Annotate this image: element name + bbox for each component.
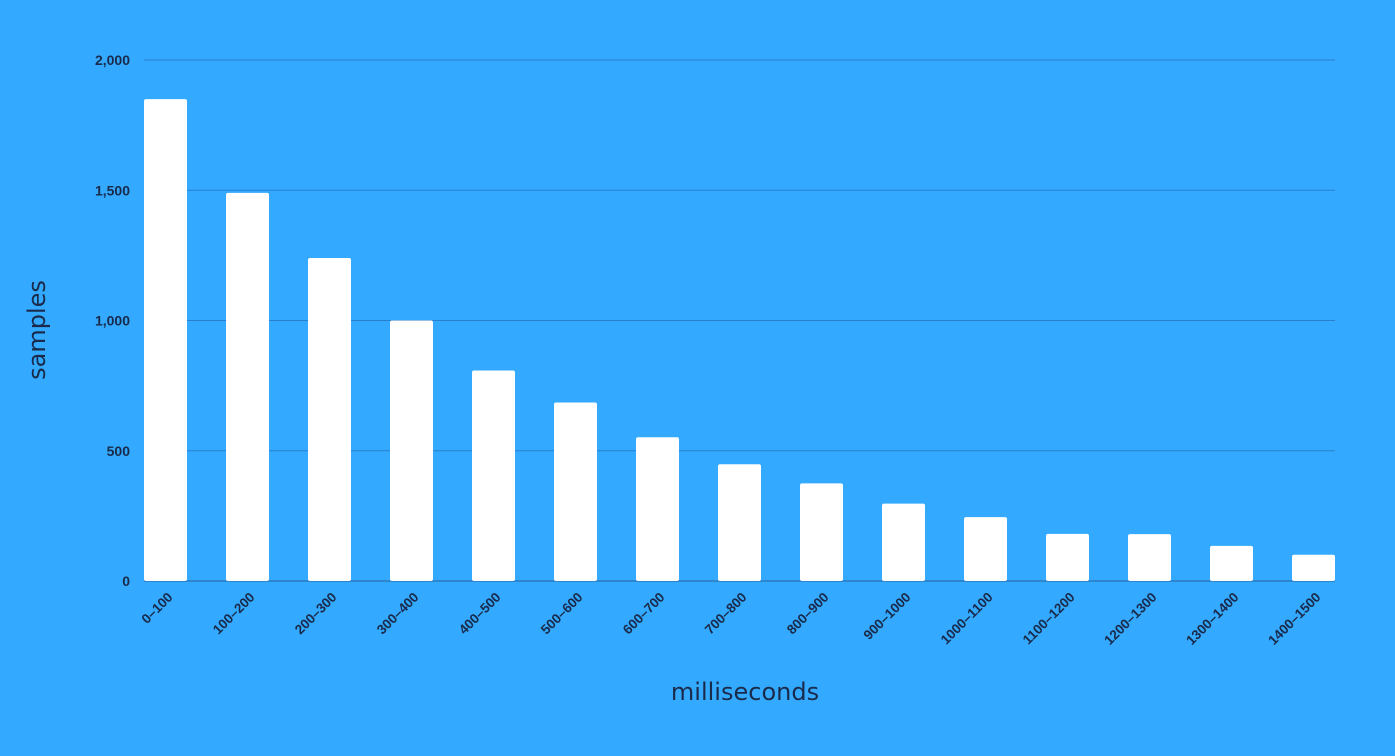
x-tick-label: 300–400 bbox=[374, 590, 422, 638]
x-tick-label: 800–900 bbox=[784, 590, 832, 638]
x-tick-label: 900–1000 bbox=[861, 590, 914, 643]
bar bbox=[964, 517, 1007, 581]
x-tick-label: 400–500 bbox=[456, 590, 504, 638]
x-tick-label: 600–700 bbox=[620, 590, 668, 638]
x-tick-label: 1100–1200 bbox=[1020, 590, 1078, 648]
bar bbox=[1128, 534, 1171, 581]
y-tick-label: 2,000 bbox=[95, 52, 130, 68]
x-tick-label: 500–600 bbox=[538, 590, 586, 638]
x-tick-label: 1400–1500 bbox=[1265, 590, 1323, 648]
bar bbox=[472, 370, 515, 581]
bar bbox=[718, 464, 761, 581]
y-axis-title: samples bbox=[23, 280, 51, 380]
y-tick-label: 1,500 bbox=[95, 182, 130, 198]
bar bbox=[800, 483, 843, 581]
bars bbox=[144, 99, 1335, 582]
x-tick-label: 1200–1300 bbox=[1101, 590, 1159, 648]
y-tick-label: 0 bbox=[122, 573, 130, 589]
bar bbox=[1292, 554, 1335, 581]
x-tick-label: 200–300 bbox=[292, 590, 340, 638]
bar bbox=[390, 320, 433, 581]
bar bbox=[308, 257, 351, 581]
bar bbox=[1046, 533, 1089, 581]
x-axis-ticks: 0–100 100–200 200–300 300–400 400–500 500–600… bbox=[138, 590, 1323, 648]
bar bbox=[554, 402, 597, 581]
y-axis-ticks: 0 500 1,000 1,500 2,000 bbox=[95, 52, 130, 589]
x-axis-title: milliseconds bbox=[671, 678, 819, 706]
bar bbox=[226, 192, 269, 582]
bar bbox=[1210, 545, 1253, 581]
bar bbox=[636, 437, 679, 581]
bar bbox=[882, 503, 925, 581]
y-tick-label: 500 bbox=[107, 443, 131, 459]
y-tick-label: 1,000 bbox=[95, 313, 130, 329]
x-tick-label: 700–800 bbox=[702, 590, 750, 638]
x-tick-label: 1300–1400 bbox=[1183, 590, 1241, 648]
x-tick-label: 1000–1100 bbox=[938, 590, 996, 648]
x-tick-label: 0–100 bbox=[138, 590, 175, 627]
bar bbox=[144, 99, 187, 581]
x-tick-label: 100–200 bbox=[210, 590, 258, 638]
